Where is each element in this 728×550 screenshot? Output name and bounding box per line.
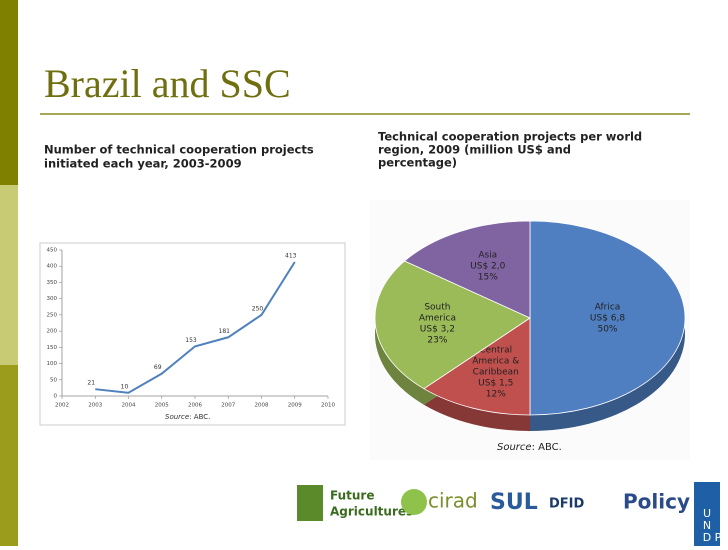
y-tick-label: 350: [47, 280, 58, 286]
chart-subtitle: Number of technical cooperation projects: [44, 143, 314, 157]
chart-subtitle: Technical cooperation projects per world: [378, 130, 642, 144]
x-tick-label: 2004: [122, 403, 136, 409]
y-tick-label: 450: [47, 248, 58, 254]
line: [95, 261, 296, 394]
slice-label: US$ 3,2: [420, 324, 455, 334]
slide-title: Brazil and SSC: [44, 61, 291, 106]
slice-label: 15%: [478, 273, 498, 283]
x-tick-label: 2008: [255, 403, 269, 409]
x-tick-label: 2009: [288, 403, 302, 409]
side-bar: [0, 185, 18, 365]
logo: DFID: [549, 497, 585, 512]
logo-mark: [401, 489, 427, 515]
pie-slice: [374, 260, 531, 390]
source: Source: ABC.: [165, 413, 210, 421]
pie-slice: [529, 220, 686, 416]
slice-label: Asia: [478, 251, 497, 261]
data-label: 153: [185, 337, 197, 344]
logo: P: [715, 531, 722, 544]
source-label: Source: [165, 413, 189, 421]
data-label: 69: [154, 364, 162, 371]
source-text: : ABC.: [189, 413, 210, 421]
slice-label: Africa: [595, 303, 621, 313]
logo: cirad: [428, 489, 478, 513]
slice-label: Central: [479, 346, 512, 356]
logo: Policy: [623, 490, 690, 514]
source: Source: ABC.: [497, 442, 562, 453]
logo: Future: [330, 489, 374, 503]
x-tick-label: 2006: [188, 403, 202, 409]
chart-subtitle: region, 2009 (million US$ and: [378, 143, 571, 157]
y-tick-label: 250: [47, 312, 58, 318]
slice-label: 12%: [486, 390, 506, 400]
data-label: 21: [87, 380, 95, 387]
chart-subtitle: percentage): [378, 156, 457, 170]
data-label: 10: [121, 383, 129, 390]
pie-slice: [403, 220, 531, 319]
logo-mark: [694, 482, 720, 546]
source-label: Source: [497, 442, 532, 453]
logo: U: [703, 507, 711, 520]
logo: N: [703, 519, 711, 532]
chart-subtitle: initiated each year, 2003-2009: [44, 157, 242, 171]
slice-label: US$ 1,5: [478, 379, 513, 389]
y-tick-label: 100: [47, 361, 58, 367]
side-bar: [0, 0, 18, 185]
y-tick-label: 0: [54, 394, 58, 400]
x-tick-label: 2002: [55, 403, 69, 409]
logos: Future Agricultures cirad SUL DFID Polic…: [297, 482, 722, 546]
logo: SUL: [490, 490, 538, 515]
slice-label: 23%: [427, 335, 447, 345]
data-label: 250: [252, 305, 264, 312]
logo: Agricultures: [330, 505, 413, 519]
slice-label: 50%: [597, 325, 617, 335]
source-text: : ABC.: [532, 442, 562, 453]
logo: D: [703, 531, 711, 544]
pie-slice: [423, 317, 531, 416]
slice-label: Caribbean: [473, 368, 519, 378]
y-tick-label: 150: [47, 345, 58, 351]
slice-label: South: [424, 302, 450, 312]
logo-mark: [297, 485, 323, 521]
y-tick-label: 200: [47, 329, 58, 335]
y-tick-label: 400: [47, 264, 58, 270]
y-tick-label: 50: [50, 377, 57, 383]
x-tick-label: 2003: [88, 403, 102, 409]
x-tick-label: 2010: [321, 403, 335, 409]
slice-label: US$ 2,0: [470, 262, 505, 272]
data-label: 413: [285, 253, 297, 260]
side-bar: [0, 365, 18, 546]
x-tick-label: 2007: [221, 403, 235, 409]
y-tick-label: 300: [47, 296, 58, 302]
line-chart-frame: [39, 242, 346, 426]
slice-label: America: [419, 313, 456, 323]
slice-label: US$ 6,8: [590, 314, 625, 324]
x-tick-label: 2005: [155, 403, 169, 409]
data-label: 181: [219, 328, 231, 335]
slice-label: America &: [472, 357, 519, 367]
